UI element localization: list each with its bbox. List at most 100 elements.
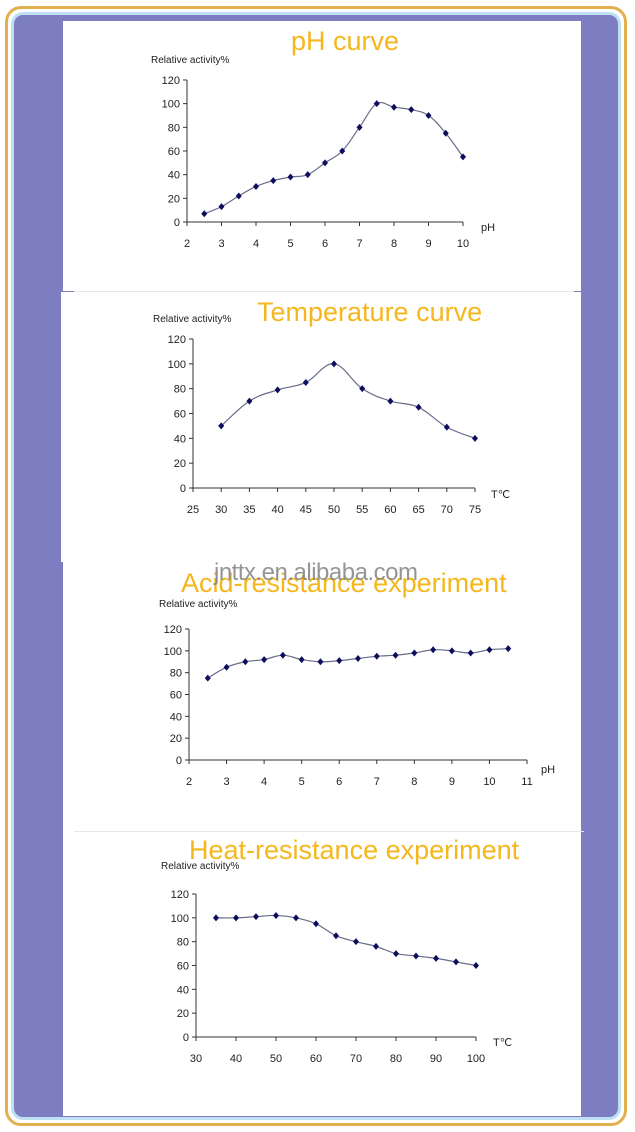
divider <box>74 291 574 292</box>
data-point-marker <box>253 913 259 921</box>
data-point-marker <box>274 386 281 394</box>
x-tick-label: 10 <box>483 776 495 788</box>
x-tick-label: 25 <box>187 504 199 516</box>
x-tick-label: 9 <box>425 238 431 250</box>
x-tick-label: 6 <box>336 776 342 788</box>
data-point-marker <box>467 649 474 657</box>
x-tick-label: 75 <box>469 504 481 516</box>
y-tick-label: 80 <box>174 384 186 396</box>
y-tick-label: 0 <box>180 483 186 495</box>
data-point-marker <box>322 159 328 167</box>
divider <box>74 831 584 832</box>
data-point-marker <box>253 183 259 190</box>
watermark: jnttx.en.alibaba.com <box>214 559 418 586</box>
data-point-marker <box>233 914 239 922</box>
data-point-marker <box>391 103 397 111</box>
data-line <box>207 648 509 679</box>
y-tick-label: 0 <box>174 217 180 229</box>
data-point-marker <box>279 651 286 659</box>
data-point-marker <box>392 651 399 659</box>
data-point-marker <box>355 654 361 662</box>
x-axis-label: T℃ <box>491 489 510 501</box>
data-point-marker <box>218 203 225 211</box>
data-point-marker <box>304 171 311 179</box>
y-tick-label: 120 <box>171 889 189 901</box>
y-tick-label: 20 <box>177 1008 189 1020</box>
y-tick-label: 60 <box>170 690 182 702</box>
y-axis-label: Relative activity% <box>153 314 231 325</box>
y-tick-label: 60 <box>174 409 186 421</box>
data-point-marker <box>333 932 339 940</box>
x-axis-label: pH <box>541 764 555 776</box>
data-point-marker <box>223 663 230 671</box>
x-tick-label: 40 <box>230 1053 242 1065</box>
outer-frame: pH curve Relative activity% 0 20 40 60 80 100 1… <box>5 6 627 1126</box>
x-tick-label: 8 <box>391 238 397 250</box>
data-point-marker <box>336 657 343 665</box>
panel-acid-resistance: Acid-resistance experiment Relative acti… <box>63 562 581 832</box>
data-line <box>220 363 476 439</box>
x-tick-label: 5 <box>299 776 305 788</box>
x-tick-label: 70 <box>441 504 453 516</box>
inner-frame: pH curve Relative activity% 0 20 40 60 80 100 1… <box>11 12 621 1120</box>
x-tick-label: 6 <box>322 238 328 250</box>
y-tick-label: 100 <box>171 913 189 925</box>
data-point-marker <box>270 177 277 185</box>
x-tick-label: 2 <box>186 776 192 788</box>
chart-ph-curve: Relative activity% 0 20 40 60 80 100 120 2 3 4 5 6 7 8… <box>151 55 495 250</box>
data-point-marker <box>443 423 450 431</box>
data-point-marker <box>353 938 359 946</box>
data-point-marker <box>448 647 455 655</box>
data-line <box>204 101 464 215</box>
data-point-marker <box>430 646 437 654</box>
data-point-marker <box>246 397 253 405</box>
data-point-marker <box>201 210 208 218</box>
y-tick-label: 100 <box>162 99 180 111</box>
data-point-marker <box>413 952 419 960</box>
data-point-marker <box>505 645 512 653</box>
y-axis-label: Relative activity% <box>161 861 239 872</box>
data-point-marker <box>339 147 346 155</box>
chart-title: Heat-resistance experiment <box>189 835 520 865</box>
x-tick-label: 30 <box>190 1053 202 1065</box>
y-tick-label: 80 <box>168 122 180 134</box>
panel-heat-resistance: Heat-resistance experiment Relative acti… <box>63 832 581 1116</box>
data-point-marker <box>433 954 439 962</box>
data-point-marker <box>302 378 309 386</box>
data-point-marker <box>373 100 380 108</box>
y-tick-label: 40 <box>168 170 180 182</box>
x-tick-label: 35 <box>243 504 255 516</box>
data-point-marker <box>442 129 449 137</box>
data-point-marker <box>359 385 366 393</box>
y-tick-label: 20 <box>174 458 186 470</box>
y-tick-label: 60 <box>168 146 180 158</box>
data-point-marker <box>408 106 415 114</box>
data-point-marker <box>425 112 432 119</box>
data-point-marker <box>242 658 249 666</box>
x-tick-label: 9 <box>449 776 455 788</box>
y-tick-label: 120 <box>164 624 182 636</box>
x-tick-label: 45 <box>300 504 312 516</box>
x-tick-label: 90 <box>430 1053 442 1065</box>
data-point-marker <box>373 942 379 950</box>
chart-heat-resistance: Relative activity% 0 20 40 60 80 100 120 30 40 50 6… <box>161 861 512 1065</box>
x-tick-label: 50 <box>270 1053 282 1065</box>
y-tick-label: 20 <box>170 733 182 745</box>
data-point-marker <box>411 649 418 657</box>
x-tick-label: 60 <box>384 504 396 516</box>
data-point-marker <box>373 652 380 660</box>
chart-title: Temperature curve <box>257 297 483 327</box>
chart-title: Acid-resistance experiment <box>181 568 507 598</box>
data-point-marker <box>235 192 242 200</box>
x-tick-label: 7 <box>356 238 362 250</box>
x-tick-label: 30 <box>215 504 227 516</box>
data-point-marker <box>298 656 305 664</box>
panel-temperature-curve: Temperature curve Relative activity% 0 20 4… <box>61 292 581 562</box>
data-point-marker <box>313 920 319 928</box>
y-tick-label: 60 <box>177 961 189 973</box>
x-tick-label: 11 <box>521 776 532 788</box>
y-tick-label: 120 <box>162 75 180 87</box>
x-tick-label: 5 <box>287 238 293 250</box>
y-tick-label: 20 <box>168 193 180 205</box>
x-tick-label: 10 <box>457 238 469 250</box>
